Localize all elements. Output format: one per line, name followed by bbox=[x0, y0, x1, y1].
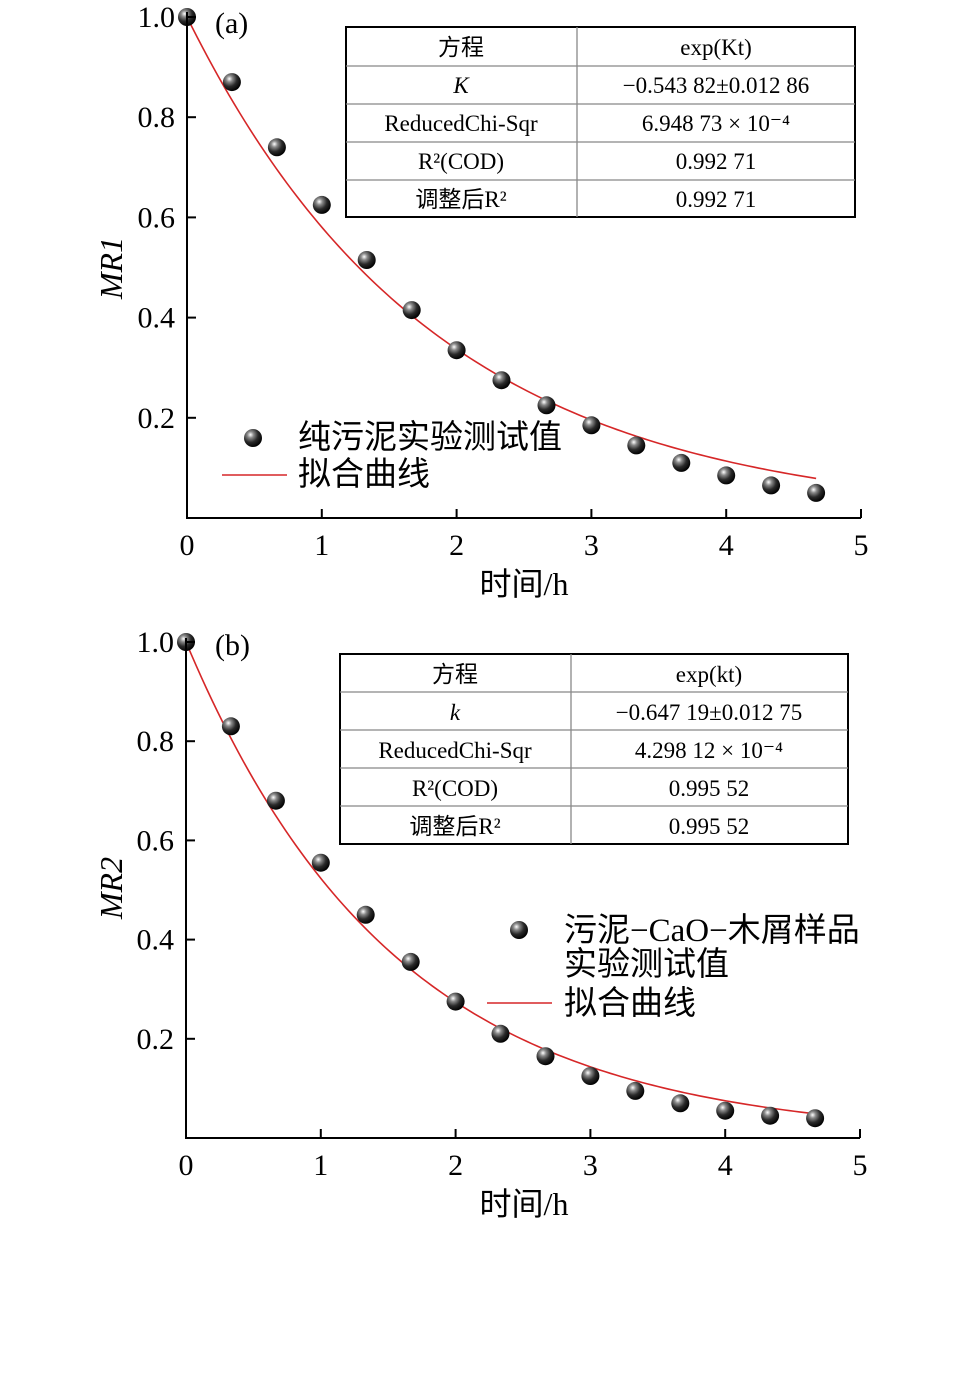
panel-b-data-point bbox=[491, 1024, 510, 1043]
panel-b-xtick-label: 1 bbox=[313, 1149, 328, 1182]
panel-a-data-point bbox=[492, 371, 511, 390]
panel-a-data-point bbox=[717, 466, 736, 485]
panel-b-xlabel: 时间/h bbox=[480, 1186, 569, 1222]
panel-a-data-point bbox=[672, 453, 691, 472]
panel-a-data-point bbox=[312, 195, 331, 214]
panel-a-data-point bbox=[762, 476, 781, 495]
panel-a-ytick-label: 0.2 bbox=[138, 402, 176, 435]
panel-a-label: (a) bbox=[215, 7, 248, 40]
panel-b-ytick-label: 0.2 bbox=[137, 1023, 175, 1056]
table-a-r2-label: R²(COD) bbox=[418, 149, 504, 174]
panel-b-data-point bbox=[581, 1067, 600, 1085]
panel-b-data-point bbox=[446, 992, 465, 1011]
panel-a: 0 1 2 3 4 5 0.2 0.4 0.6 0.8 1.0 (a) 时间/h MR1 纯污泥实验… bbox=[93, 1, 869, 602]
panel-b-data-point bbox=[761, 1106, 780, 1125]
legend-a-fit-label: 拟合曲线 bbox=[298, 456, 430, 493]
panel-a-xlabel: 时间/h bbox=[480, 566, 569, 602]
panel-b-ytick-label: 0.4 bbox=[137, 924, 175, 957]
table-b-r2-value: 0.995 52 bbox=[669, 776, 750, 801]
panel-a-xtick-label: 3 bbox=[584, 529, 599, 562]
panel-a-ytick-label: 0.4 bbox=[138, 302, 176, 335]
panel-a-data-point bbox=[807, 483, 826, 502]
table-a-r2-value: 0.992 71 bbox=[676, 149, 757, 174]
table-a-k-value: −0.543 82±0.012 86 bbox=[623, 73, 810, 98]
panel-a-axes bbox=[186, 12, 861, 519]
panel-b: 0 1 2 3 4 5 0.2 0.4 0.6 0.8 1.0 (b) 时间/h MR2 污泥−Ca… bbox=[93, 626, 868, 1222]
panel-b-data-point bbox=[266, 791, 285, 810]
panel-b-axes bbox=[185, 638, 860, 1139]
panel-b-data-point bbox=[536, 1047, 555, 1066]
panel-a-ytick-label: 1.0 bbox=[138, 1, 176, 34]
panel-a-xtick-label: 5 bbox=[854, 529, 869, 562]
table-b-header-model: exp(kt) bbox=[676, 662, 742, 687]
panel-b-data-point bbox=[671, 1094, 690, 1113]
panel-b-data-point bbox=[221, 717, 240, 736]
panel-a-data-point bbox=[357, 251, 376, 269]
panel-a-data-point bbox=[627, 436, 646, 455]
panel-a-ytick-label: 0.8 bbox=[138, 101, 176, 134]
panel-b-marks bbox=[177, 633, 825, 1128]
legend-a-scatter-label: 纯污泥实验测试值 bbox=[298, 419, 562, 456]
panel-b-ylabel: MR2 bbox=[93, 857, 129, 920]
panel-a-fit-table: 方程 exp(Kt) K −0.543 82±0.012 86 ReducedC… bbox=[345, 26, 856, 218]
legend-b-fit-label: 拟合曲线 bbox=[564, 985, 696, 1022]
panel-a-data-point bbox=[267, 138, 286, 157]
table-b-adjr2-value: 0.995 52 bbox=[669, 814, 750, 839]
panel-b-xtick-label: 5 bbox=[853, 1149, 868, 1182]
panel-b-ticks: 0 1 2 3 4 5 0.2 0.4 0.6 0.8 1.0 bbox=[137, 626, 868, 1182]
panel-a-xtick-label: 2 bbox=[449, 529, 464, 562]
panel-a-ticks: 0 1 2 3 4 5 0.2 0.4 0.6 0.8 1.0 bbox=[138, 1, 869, 562]
panel-a-ytick-label: 0.6 bbox=[138, 201, 176, 234]
panel-a-data-point bbox=[537, 396, 556, 415]
panel-b-xtick-label: 2 bbox=[448, 1149, 463, 1182]
panel-a-data-point bbox=[582, 416, 601, 435]
table-a-adjr2-label: 调整后R² bbox=[415, 187, 506, 212]
table-a-k-label: K bbox=[452, 73, 470, 98]
panel-a-xtick-label: 1 bbox=[314, 529, 329, 562]
panel-a-data-point bbox=[447, 341, 466, 360]
table-a-frame bbox=[345, 26, 856, 218]
panel-a-data-point bbox=[222, 73, 241, 92]
panel-b-ytick-label: 0.6 bbox=[137, 824, 175, 857]
table-b-header-param: 方程 bbox=[432, 662, 478, 687]
table-b-k-value: −0.647 19±0.012 75 bbox=[616, 700, 803, 725]
legend-b-scatter-label-1: 污泥−CaO−木屑样品 bbox=[564, 912, 860, 949]
panel-b-legend: 污泥−CaO−木屑样品 实验测试值 拟合曲线 bbox=[487, 912, 860, 1022]
legend-b-scatter-label-2: 实验测试值 bbox=[564, 946, 729, 983]
panel-b-fit-table: 方程 exp(kt) k −0.647 19±0.012 75 ReducedC… bbox=[339, 653, 849, 845]
panel-b-data-point bbox=[401, 952, 420, 971]
panel-a-xtick-label: 4 bbox=[719, 529, 734, 562]
panel-b-data-point bbox=[716, 1101, 735, 1120]
panel-b-xtick-label: 0 bbox=[179, 1149, 194, 1182]
table-b-chi-value: 4.298 12 × 10⁻⁴ bbox=[635, 738, 783, 763]
panel-b-data-point bbox=[626, 1081, 645, 1100]
panel-b-ytick-label: 1.0 bbox=[137, 626, 175, 659]
table-a-chi-label: ReducedChi-Sqr bbox=[384, 111, 538, 136]
table-a-adjr2-value: 0.992 71 bbox=[676, 187, 757, 212]
table-a-header-model: exp(Kt) bbox=[680, 35, 752, 60]
panel-b-label: (b) bbox=[215, 629, 250, 662]
panel-a-legend: 纯污泥实验测试值 拟合曲线 bbox=[222, 419, 562, 493]
table-b-frame bbox=[339, 653, 849, 845]
panel-b-ytick-label: 0.8 bbox=[137, 725, 175, 758]
panel-b-data-point bbox=[311, 853, 330, 872]
table-a-chi-value: 6.948 73 × 10⁻⁴ bbox=[642, 111, 790, 136]
table-b-r2-label: R²(COD) bbox=[412, 776, 498, 801]
legend-b-marker bbox=[510, 921, 528, 939]
table-a-header-param: 方程 bbox=[438, 35, 484, 60]
table-b-k-label: k bbox=[450, 700, 461, 725]
panel-a-data-point bbox=[402, 301, 421, 320]
panel-b-xtick-label: 4 bbox=[718, 1149, 733, 1182]
panel-a-xtick-label: 0 bbox=[180, 529, 195, 562]
table-b-chi-label: ReducedChi-Sqr bbox=[378, 738, 532, 763]
panel-a-ylabel: MR1 bbox=[93, 237, 129, 300]
panel-b-data-point bbox=[806, 1109, 825, 1128]
panel-b-data-point bbox=[356, 905, 375, 924]
panel-b-xtick-label: 3 bbox=[583, 1149, 598, 1182]
legend-a-marker bbox=[244, 429, 262, 447]
panel-a-marks bbox=[178, 8, 826, 502]
table-b-adjr2-label: 调整后R² bbox=[409, 814, 500, 839]
